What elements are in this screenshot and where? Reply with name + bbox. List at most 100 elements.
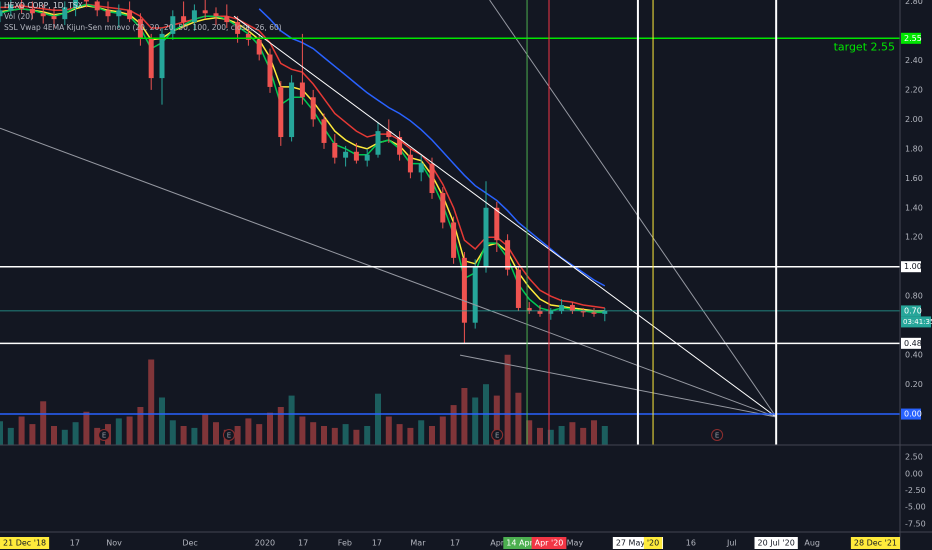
y-tick-label: 2.20 bbox=[905, 85, 923, 94]
candle-body bbox=[505, 240, 511, 270]
candle-body bbox=[591, 312, 597, 314]
price-label: 0.70 bbox=[904, 306, 922, 315]
volume-bar bbox=[526, 420, 533, 445]
x-tick-label: 2020 bbox=[255, 539, 275, 548]
candle-body bbox=[353, 151, 359, 161]
volume-bar bbox=[472, 397, 479, 445]
volume-bar bbox=[558, 426, 565, 445]
x-tick-label: Jul bbox=[726, 539, 737, 548]
candle-body bbox=[440, 193, 446, 223]
volume-bar bbox=[213, 422, 219, 445]
volume-bar bbox=[310, 422, 317, 445]
candle-body bbox=[8, 4, 14, 11]
volume-bar bbox=[83, 411, 90, 445]
volume-bar bbox=[148, 359, 155, 445]
x-tick-label: 16 bbox=[686, 539, 696, 548]
event-label: E bbox=[495, 432, 499, 440]
x-tick-label: Mar bbox=[410, 539, 426, 548]
price-label-box bbox=[901, 305, 921, 317]
price-label-box bbox=[901, 32, 921, 44]
candle-body bbox=[310, 97, 316, 120]
candle-body bbox=[116, 10, 122, 17]
candle-body bbox=[278, 86, 284, 138]
volume-bar bbox=[256, 424, 263, 445]
candle-body bbox=[299, 82, 305, 98]
volume-bar bbox=[331, 427, 338, 445]
candle-body bbox=[343, 151, 349, 158]
volume-bar bbox=[418, 420, 425, 445]
candle-body bbox=[386, 131, 392, 138]
candle-body bbox=[494, 207, 500, 241]
candle-body bbox=[235, 22, 241, 34]
volume-bar bbox=[396, 424, 403, 445]
target-note: target 2.55 bbox=[834, 40, 895, 53]
candle-body bbox=[559, 305, 565, 311]
candle-body bbox=[94, 1, 100, 11]
volume-bar bbox=[137, 407, 144, 445]
candle-body bbox=[213, 13, 219, 17]
y-tick-label: 1.40 bbox=[905, 203, 923, 212]
volume-bar bbox=[493, 395, 500, 445]
candle-body bbox=[256, 39, 262, 55]
x-tick-label: 17 bbox=[450, 539, 460, 548]
candle-body bbox=[483, 207, 489, 267]
time-label-box bbox=[531, 537, 567, 549]
event-label: E bbox=[227, 432, 231, 440]
event-label: E bbox=[102, 432, 106, 440]
candle-body bbox=[451, 222, 457, 258]
volume-bar bbox=[342, 424, 349, 445]
candle-body bbox=[105, 10, 111, 17]
osc-tick-label: 2.50 bbox=[905, 453, 923, 462]
y-tick-label: 1.60 bbox=[905, 174, 923, 183]
volume-bar bbox=[51, 426, 57, 445]
edge-time-label: 28 Dec '21 bbox=[854, 539, 897, 548]
chart-title: HEXO CORP, 1D, TSX bbox=[4, 1, 83, 10]
volume-bar bbox=[569, 422, 576, 445]
event-marker bbox=[98, 429, 111, 441]
price-pane bbox=[0, 0, 900, 445]
x-tick-label: 17 bbox=[298, 539, 308, 548]
y-tick-label: 2.80 bbox=[905, 0, 923, 6]
edge-time-label: 21 Dec '18 bbox=[3, 539, 46, 548]
candle-body bbox=[515, 269, 521, 308]
volume-bar bbox=[504, 354, 511, 445]
countdown-box bbox=[901, 316, 931, 328]
candle-body bbox=[181, 16, 187, 23]
volume-bar bbox=[439, 416, 446, 445]
volume-bar bbox=[321, 426, 327, 445]
time-label: Apr '20 bbox=[535, 539, 564, 548]
candle-body bbox=[569, 305, 575, 311]
y-tick-label: 0.80 bbox=[905, 292, 923, 301]
candle-body bbox=[83, 0, 89, 2]
volume-bar bbox=[288, 395, 295, 445]
time-label: '20 bbox=[647, 539, 659, 548]
candle-body bbox=[332, 142, 338, 158]
candle-body bbox=[602, 310, 608, 314]
candle-body bbox=[526, 307, 532, 311]
event-marker bbox=[222, 429, 235, 441]
volume-bar bbox=[429, 426, 435, 445]
volume-bar bbox=[0, 421, 3, 445]
edge-time-label-box bbox=[850, 537, 900, 549]
x-tick-label: May bbox=[567, 539, 584, 548]
candle-body bbox=[159, 33, 165, 79]
volume-bar bbox=[18, 416, 25, 445]
time-label: 20 Jul '20 bbox=[758, 539, 795, 548]
volume-bar bbox=[580, 427, 587, 445]
time-label: 14 Apr '20 bbox=[506, 539, 547, 548]
volume-bar bbox=[353, 429, 360, 445]
price-label-box bbox=[901, 261, 921, 273]
candle-body bbox=[289, 82, 295, 138]
x-tick-label: Feb bbox=[338, 539, 352, 548]
y-tick-label: 1.80 bbox=[905, 144, 923, 153]
candle-body bbox=[537, 310, 543, 314]
price-label-box bbox=[901, 408, 921, 420]
candle-body bbox=[580, 310, 586, 313]
osc-tick-label: -7.50 bbox=[905, 519, 926, 528]
trend-line bbox=[459, 354, 777, 418]
trend-line bbox=[233, 15, 777, 418]
candle-body bbox=[364, 154, 370, 161]
